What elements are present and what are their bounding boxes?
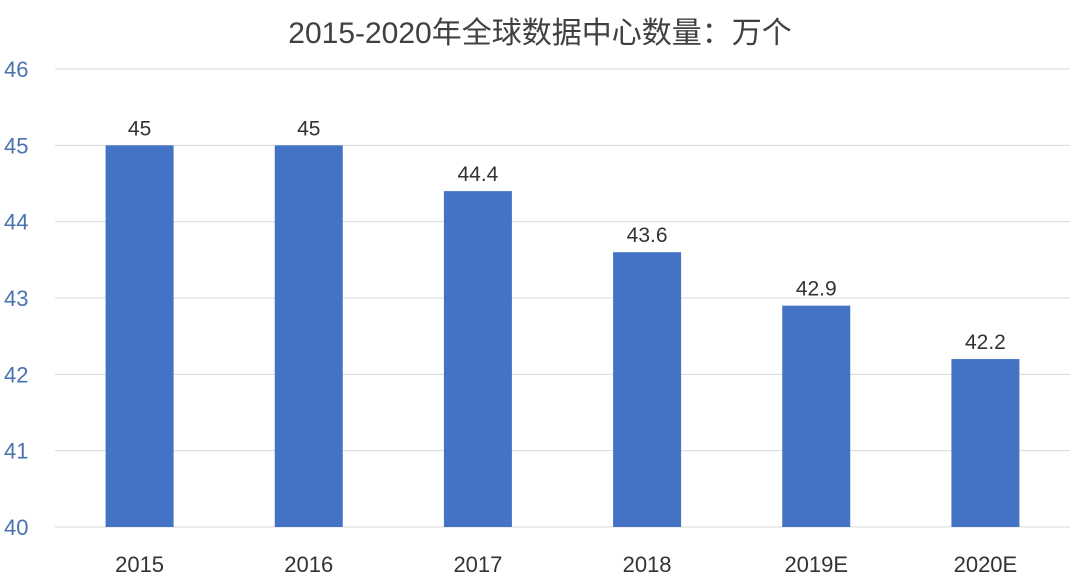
bar-2015 [105,145,174,528]
y-tick-label: 46 [4,57,28,82]
y-tick-label: 42 [4,362,28,387]
bar-2020E [951,359,1020,527]
data-label: 45 [128,117,151,140]
y-tick-label: 41 [4,439,28,464]
data-label: 42.2 [965,331,1006,354]
y-tick-label: 43 [4,286,28,311]
data-label: 42.9 [796,278,837,301]
y-tick-label: 45 [4,133,28,158]
bar-2018 [613,252,682,527]
y-tick-label: 44 [4,210,28,235]
x-tick-label: 2020E [954,552,1018,577]
bar-2019E [782,305,851,527]
x-tick-label: 2016 [284,552,333,577]
bar-2017 [443,191,512,527]
data-label: 44.4 [457,163,498,186]
data-label: 45 [297,117,320,140]
y-tick-label: 40 [4,515,28,540]
chart-title: 2015-2020年全球数据中心数量：万个 [288,17,792,50]
x-tick-label: 2017 [453,552,502,577]
x-tick-label: 2018 [623,552,672,577]
x-tick-label: 2015 [115,552,164,577]
bar-2016 [274,145,343,528]
data-label: 43.6 [627,224,668,247]
x-tick-label: 2019E [784,552,848,577]
